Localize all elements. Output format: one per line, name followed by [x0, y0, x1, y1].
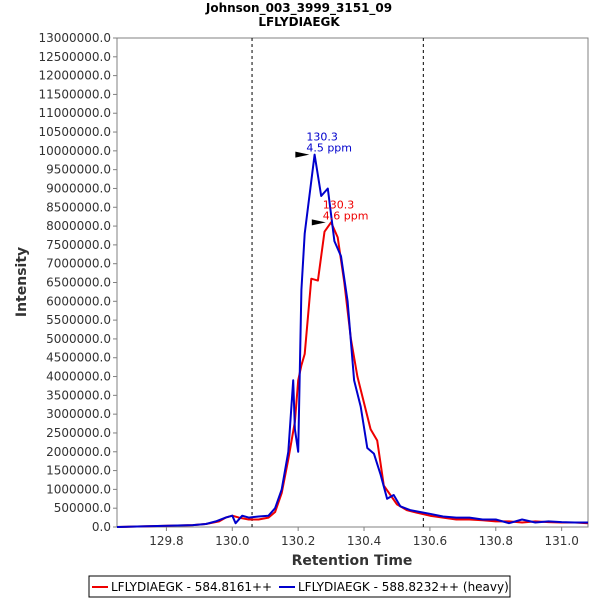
y-tick-label: 1000000.0	[46, 482, 111, 496]
x-tick-label: 131.0	[544, 534, 578, 548]
y-tick-label: 10500000.0	[38, 125, 111, 139]
y-tick-label: 4000000.0	[46, 370, 111, 384]
peak-marker	[295, 151, 310, 158]
legend-label: LFLYDIAEGK - 588.8232++ (heavy)	[298, 580, 509, 594]
y-tick-label: 6500000.0	[46, 276, 111, 290]
x-tick-label: 130.2	[281, 534, 315, 548]
peak-label-ppm: 4.6 ppm	[323, 209, 369, 222]
series-layer	[116, 153, 589, 528]
y-tick-label: 3500000.0	[46, 388, 111, 402]
y-axis-label: Intensity	[14, 247, 30, 317]
y-tick-label: 5500000.0	[46, 313, 111, 327]
y-tick-label: 500000.0	[54, 501, 111, 515]
y-tick-label: 1500000.0	[46, 464, 111, 478]
y-tick-label: 3000000.0	[46, 407, 111, 421]
y-tick-label: 4500000.0	[46, 351, 111, 365]
y-tick-label: 6000000.0	[46, 294, 111, 308]
y-tick-label: 10000000.0	[38, 144, 111, 158]
plot-area	[116, 37, 589, 528]
y-tick-label: 12500000.0	[38, 50, 111, 64]
y-tick-label: 8500000.0	[46, 200, 111, 214]
x-axis-label: Retention Time	[292, 553, 413, 569]
legend-box	[88, 575, 511, 598]
chart-title: Johnson_003_3999_3151_09	[205, 1, 392, 16]
peak-label-time: 130.3	[323, 198, 355, 211]
legend: LFLYDIAEGK - 584.8161++ LFLYDIAEGK - 588.…	[88, 575, 511, 598]
y-tick-label: 8000000.0	[46, 219, 111, 233]
y-tick-label: 13000000.0	[38, 31, 111, 45]
y-tick-label: 11000000.0	[38, 106, 111, 120]
legend-label: LFLYDIAEGK - 584.8161++	[111, 580, 272, 594]
y-tick-label: 9500000.0	[46, 163, 111, 177]
y-tick-label: 11500000.0	[38, 87, 111, 101]
y-axis: 0.0 500000.0 1000000.0 1500000.0 2000000.0 25…	[38, 31, 117, 534]
series-line-1	[116, 153, 588, 528]
x-axis: 129.8 130.0 130.2 130.4 130.6 130.8 131.0	[149, 527, 579, 548]
x-tick-label: 130.6	[413, 534, 447, 548]
y-tick-label: 9000000.0	[46, 181, 111, 195]
y-tick-label: 5000000.0	[46, 332, 111, 346]
y-tick-label: 7000000.0	[46, 257, 111, 271]
peak-marker	[311, 219, 326, 226]
x-tick-label: 130.0	[215, 534, 249, 548]
y-tick-label: 2500000.0	[46, 426, 111, 440]
x-tick-label: 130.4	[347, 534, 381, 548]
y-tick-label: 2000000.0	[46, 445, 111, 459]
y-tick-label: 0.0	[92, 520, 111, 534]
y-tick-label: 12000000.0	[38, 69, 111, 83]
x-tick-label: 129.8	[149, 534, 183, 548]
peak-label-ppm: 4.5 ppm	[306, 142, 352, 155]
y-tick-label: 7500000.0	[46, 238, 111, 252]
peak-label-time: 130.3	[306, 131, 338, 144]
chart-subtitle: LFLYDIAEGK	[258, 15, 340, 29]
x-tick-label: 130.8	[479, 534, 513, 548]
